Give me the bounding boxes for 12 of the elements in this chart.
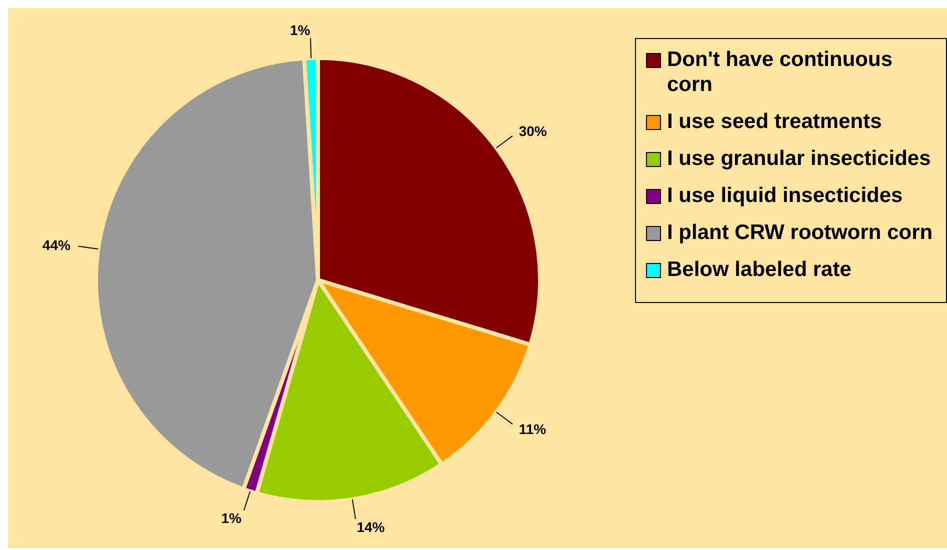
data-label: 1% [290, 22, 311, 38]
legend-label: I use granular insecticides [667, 146, 931, 171]
data-label: 14% [356, 518, 386, 535]
legend-label: I plant CRW rootworn corn [667, 220, 933, 245]
legend-label: I use liquid insecticides [667, 183, 903, 208]
legend-label: Below labeled rate [667, 257, 852, 282]
legend-label: Don't have continuous corn [667, 47, 894, 97]
data-label: 1% [221, 510, 242, 526]
data-label: 30% [518, 123, 548, 140]
legend-label: I use seed treatments [667, 109, 882, 134]
data-label: 11% [518, 420, 547, 437]
data-label: 44% [42, 237, 71, 254]
